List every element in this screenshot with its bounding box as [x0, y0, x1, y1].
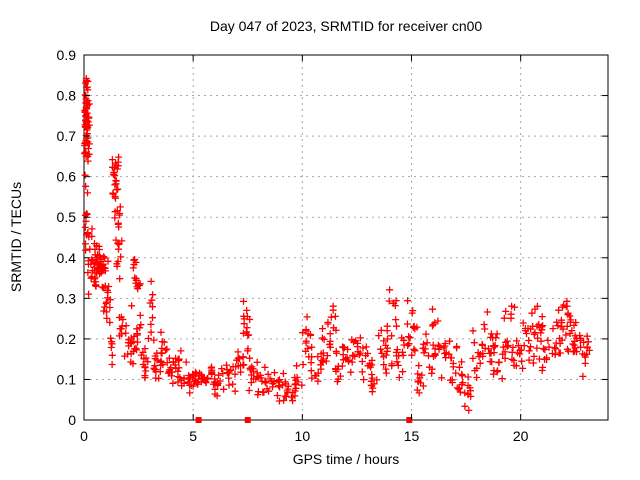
x-tick-label: 15	[404, 428, 420, 444]
x-tick-label: 0	[80, 428, 88, 444]
y-tick-label: 0.3	[57, 290, 77, 306]
plot-border	[83, 54, 609, 421]
y-tick-label: 0.1	[57, 371, 77, 387]
tick-labels-layer: 0 5 10 15 20 0 0.1 0.2 0.3 0.4 0.5 0.6 0.7 0.8 0.9	[57, 47, 529, 444]
y-axis-label: SRMTID / TECUs	[8, 182, 24, 292]
x-tick-label: 5	[189, 428, 197, 444]
chart-title: Day 047 of 2023, SRMTID for receiver cn0…	[210, 18, 483, 34]
y-tick-label: 0	[68, 412, 76, 428]
axis-flag-marker	[195, 417, 202, 423]
y-tick-label: 0.7	[57, 128, 77, 144]
ticks-layer	[83, 54, 608, 421]
flags-layer	[195, 417, 413, 423]
axis-flag-marker	[244, 417, 251, 423]
x-axis-label: GPS time / hours	[293, 451, 400, 467]
grid-layer	[84, 55, 608, 420]
y-tick-label: 0.2	[57, 331, 77, 347]
x-tick-label: 20	[513, 428, 529, 444]
x-tick-label: 10	[295, 428, 311, 444]
y-tick-label: 0.4	[57, 250, 77, 266]
y-tick-label: 0.9	[57, 47, 77, 63]
axis-flag-marker	[406, 417, 413, 423]
y-tick-label: 0.5	[57, 209, 77, 225]
y-tick-label: 0.8	[57, 88, 77, 104]
points-layer	[81, 75, 593, 414]
y-tick-label: 0.6	[57, 169, 77, 185]
scatter-points	[81, 75, 593, 414]
